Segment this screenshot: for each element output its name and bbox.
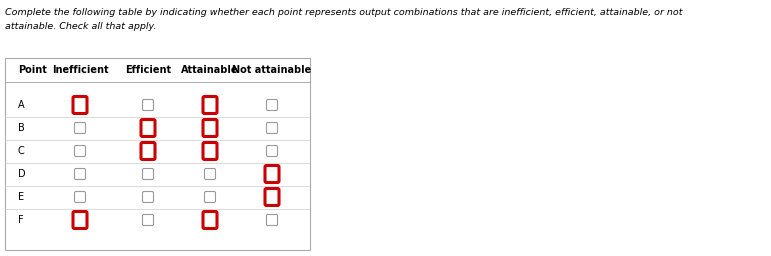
FancyBboxPatch shape [267, 215, 278, 226]
FancyBboxPatch shape [267, 123, 278, 133]
FancyBboxPatch shape [75, 123, 86, 133]
Text: attainable. Check all that apply.: attainable. Check all that apply. [5, 22, 157, 31]
Text: Efficient: Efficient [125, 65, 171, 75]
FancyBboxPatch shape [141, 143, 155, 159]
FancyBboxPatch shape [265, 188, 279, 206]
Text: F: F [18, 215, 24, 225]
FancyBboxPatch shape [265, 165, 279, 183]
Text: C: C [18, 146, 25, 156]
FancyBboxPatch shape [267, 100, 278, 111]
FancyBboxPatch shape [73, 97, 87, 113]
FancyBboxPatch shape [143, 215, 153, 226]
Text: B: B [18, 123, 25, 133]
Text: A: A [18, 100, 25, 110]
Text: Not attainable: Not attainable [232, 65, 311, 75]
FancyBboxPatch shape [203, 143, 217, 159]
FancyBboxPatch shape [267, 145, 278, 156]
FancyBboxPatch shape [143, 100, 153, 111]
Bar [5, 58, 310, 250]
FancyBboxPatch shape [204, 168, 216, 179]
Text: Complete the following table by indicating whether each point represents output : Complete the following table by indicati… [5, 8, 682, 17]
Text: E: E [18, 192, 24, 202]
Text: Attainable: Attainable [181, 65, 239, 75]
FancyBboxPatch shape [75, 191, 86, 202]
Text: D: D [18, 169, 25, 179]
FancyBboxPatch shape [203, 120, 217, 136]
FancyBboxPatch shape [203, 97, 217, 113]
FancyBboxPatch shape [143, 168, 153, 179]
FancyBboxPatch shape [75, 168, 86, 179]
Text: Point: Point [18, 65, 47, 75]
FancyBboxPatch shape [141, 120, 155, 136]
FancyBboxPatch shape [73, 211, 87, 229]
Text: Inefficient: Inefficient [52, 65, 108, 75]
FancyBboxPatch shape [143, 191, 153, 202]
FancyBboxPatch shape [203, 211, 217, 229]
FancyBboxPatch shape [75, 145, 86, 156]
FancyBboxPatch shape [204, 191, 216, 202]
